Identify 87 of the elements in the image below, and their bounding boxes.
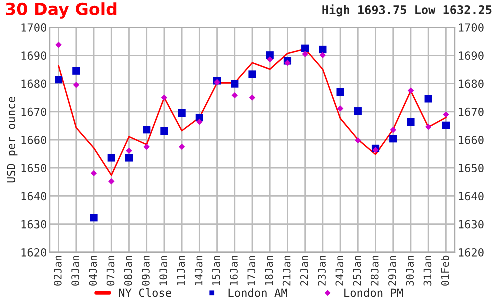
x-tick-label: 22Jan	[300, 256, 308, 286]
y-axis-title: USD per ounce	[7, 97, 18, 183]
y2-tick-label: 1630	[459, 220, 484, 229]
point	[319, 46, 327, 54]
point	[196, 118, 203, 126]
x-tick-label: 15Jan	[212, 256, 220, 286]
x-tick-label: 01Feb	[441, 256, 450, 286]
x-tick-label: 17Jan	[248, 256, 256, 286]
point	[390, 135, 398, 143]
point	[442, 122, 450, 130]
point	[390, 127, 396, 134]
point	[125, 154, 134, 162]
y2-tick-label: 1690	[459, 52, 484, 60]
point	[232, 92, 238, 99]
y2-tick-label: 1640	[459, 192, 484, 201]
y-tick-label: 1700	[22, 24, 46, 32]
point	[108, 178, 115, 185]
x-tick-label: 07Jan	[106, 256, 115, 286]
point	[424, 95, 432, 103]
point	[143, 126, 151, 134]
point	[302, 44, 310, 52]
y2-tick-label: 1680	[459, 80, 484, 88]
x-tick-label: 23Jan	[318, 256, 326, 286]
point	[320, 52, 326, 58]
x-tick-label: 24Jan	[336, 256, 344, 286]
y2-tick-label: 1620	[459, 248, 484, 257]
y-tick-label: 1670	[22, 108, 46, 116]
point	[90, 214, 98, 222]
point	[284, 60, 291, 66]
point	[408, 88, 414, 94]
chart-subtitle: High 1693.75 Low 1632.25	[322, 4, 492, 17]
y-tick-label: 1660	[22, 136, 46, 144]
x-tick-label: 31Jan	[424, 256, 432, 286]
point	[336, 88, 344, 96]
x-tick-label: 09Jan	[142, 256, 150, 286]
point	[72, 67, 80, 75]
y2-tick-label: 1650	[459, 164, 484, 173]
point	[108, 154, 116, 162]
x-tick-label: 16Jan	[230, 256, 238, 286]
point	[144, 144, 150, 150]
point	[249, 94, 256, 101]
point	[178, 144, 186, 150]
x-tick-label: 21Jan	[282, 256, 291, 286]
point	[56, 42, 62, 48]
point	[160, 127, 168, 136]
x-tick-label: 18Jan	[265, 256, 274, 286]
point	[425, 124, 432, 130]
point	[73, 82, 80, 88]
y2-tick-label: 1700	[459, 24, 484, 32]
y2-tick-label: 1670	[459, 108, 484, 116]
y-tick-label: 1650	[22, 164, 46, 173]
y-tick-label: 1690	[22, 52, 46, 60]
point	[248, 70, 256, 78]
legend-label: London PM	[344, 288, 404, 298]
point	[231, 80, 239, 88]
point	[407, 118, 415, 126]
point	[90, 170, 98, 177]
x-tick-label: 04Jan	[89, 256, 98, 286]
y-tick-label: 1630	[22, 220, 46, 229]
x-tick-label: 08Jan	[124, 256, 132, 286]
point	[355, 137, 362, 144]
point	[443, 112, 450, 118]
point	[354, 108, 362, 116]
x-tick-label: 02Jan	[54, 256, 62, 286]
x-tick-label: 03Jan	[72, 256, 80, 286]
y-tick-label: 1620	[22, 248, 46, 257]
x-tick-label: 14Jan	[194, 256, 203, 286]
legend-label: London AM	[228, 288, 288, 298]
x-tick-label: 10Jan	[160, 256, 168, 286]
point	[55, 76, 63, 84]
point	[267, 56, 274, 63]
x-tick-label: 25Jan	[353, 256, 362, 286]
point	[161, 94, 168, 101]
point	[178, 109, 186, 118]
chart-title: 30 Day Gold	[6, 2, 117, 19]
x-tick-label: 30Jan	[406, 256, 414, 286]
x-tick-label: 28Jan	[370, 256, 379, 286]
legend-label: NY Close	[119, 288, 172, 298]
point	[337, 106, 344, 112]
point	[372, 147, 379, 154]
x-tick-label: 29Jan	[388, 256, 396, 286]
y-tick-label: 1680	[22, 80, 46, 88]
y2-tick-label: 1660	[459, 136, 484, 144]
point	[126, 148, 132, 154]
point	[302, 51, 308, 58]
x-tick-label: 11Jan	[177, 256, 186, 286]
y-tick-label: 1640	[22, 192, 46, 201]
